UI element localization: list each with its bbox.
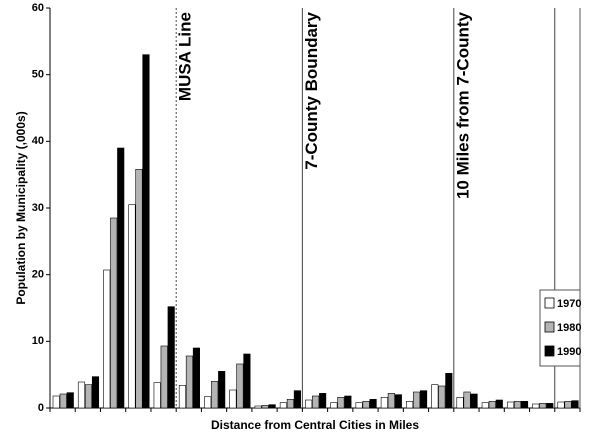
bar [178, 385, 186, 409]
bar [192, 347, 200, 409]
bar [110, 217, 118, 409]
legend-swatch [544, 321, 555, 333]
bar [330, 402, 338, 409]
y-tick-label: 30 [32, 202, 44, 214]
bar [312, 395, 320, 409]
bar [571, 400, 579, 409]
bar [387, 393, 395, 409]
bar [243, 353, 251, 409]
bar [52, 395, 60, 409]
bar [456, 397, 464, 409]
legend-swatch [544, 345, 555, 357]
bar [344, 395, 352, 409]
annotation: MUSA Line [176, 12, 195, 101]
bar [420, 390, 428, 409]
legend-label: 1970 [557, 298, 581, 310]
bar [495, 399, 503, 409]
bar [204, 396, 212, 409]
legend-label: 1990 [557, 346, 581, 358]
bar [438, 385, 446, 409]
legend-swatch [544, 297, 555, 309]
bar [564, 401, 572, 409]
y-tick-label: 0 [38, 402, 44, 414]
y-tick-label: 50 [32, 69, 44, 81]
bar [481, 402, 489, 409]
bar [128, 204, 136, 409]
bar [229, 389, 237, 409]
bar [337, 397, 345, 409]
legend-label: 1980 [557, 322, 581, 334]
bar [539, 403, 547, 409]
bar [91, 376, 100, 409]
bar [254, 405, 262, 409]
annotation: 7-County Boundary [302, 11, 321, 169]
bar [268, 404, 276, 409]
bar [153, 382, 161, 409]
bar [380, 397, 388, 409]
bar [279, 402, 287, 409]
bar [185, 355, 193, 409]
bar [211, 381, 219, 409]
bar [362, 401, 370, 409]
y-tick-label: 20 [32, 269, 44, 281]
bar [319, 393, 327, 409]
annotation: 10 Miles from 7-County [453, 11, 472, 199]
y-axis-label: Population by Municipality (,000s) [14, 111, 28, 304]
bar [286, 399, 294, 409]
bar [506, 401, 515, 409]
bar [103, 269, 111, 409]
bar [445, 373, 453, 409]
bar [305, 399, 313, 409]
bar [236, 363, 244, 409]
bar [546, 403, 554, 409]
bar [406, 401, 414, 409]
bar [135, 169, 143, 409]
bar [77, 381, 86, 409]
bar [369, 399, 377, 409]
bar [520, 401, 529, 409]
bar [84, 384, 93, 409]
bar [431, 384, 439, 409]
bar [394, 394, 402, 409]
bar [513, 401, 522, 409]
bar [142, 54, 150, 409]
bar [557, 401, 565, 409]
y-tick-label: 10 [32, 335, 44, 347]
x-axis-label: Distance from Central Cities in Miles [211, 418, 419, 432]
bar [463, 391, 471, 409]
bar [293, 390, 301, 409]
bar [167, 306, 175, 409]
bar [413, 391, 421, 409]
bar [261, 405, 269, 409]
y-tick-label: 60 [32, 2, 44, 14]
bar [488, 401, 496, 409]
bar [117, 147, 125, 409]
bar [66, 392, 74, 409]
bar [160, 345, 168, 409]
bar [59, 393, 67, 409]
bar [218, 371, 226, 409]
bar [532, 403, 540, 409]
y-tick-label: 40 [32, 135, 44, 147]
bar [470, 393, 478, 409]
bar [355, 402, 363, 409]
